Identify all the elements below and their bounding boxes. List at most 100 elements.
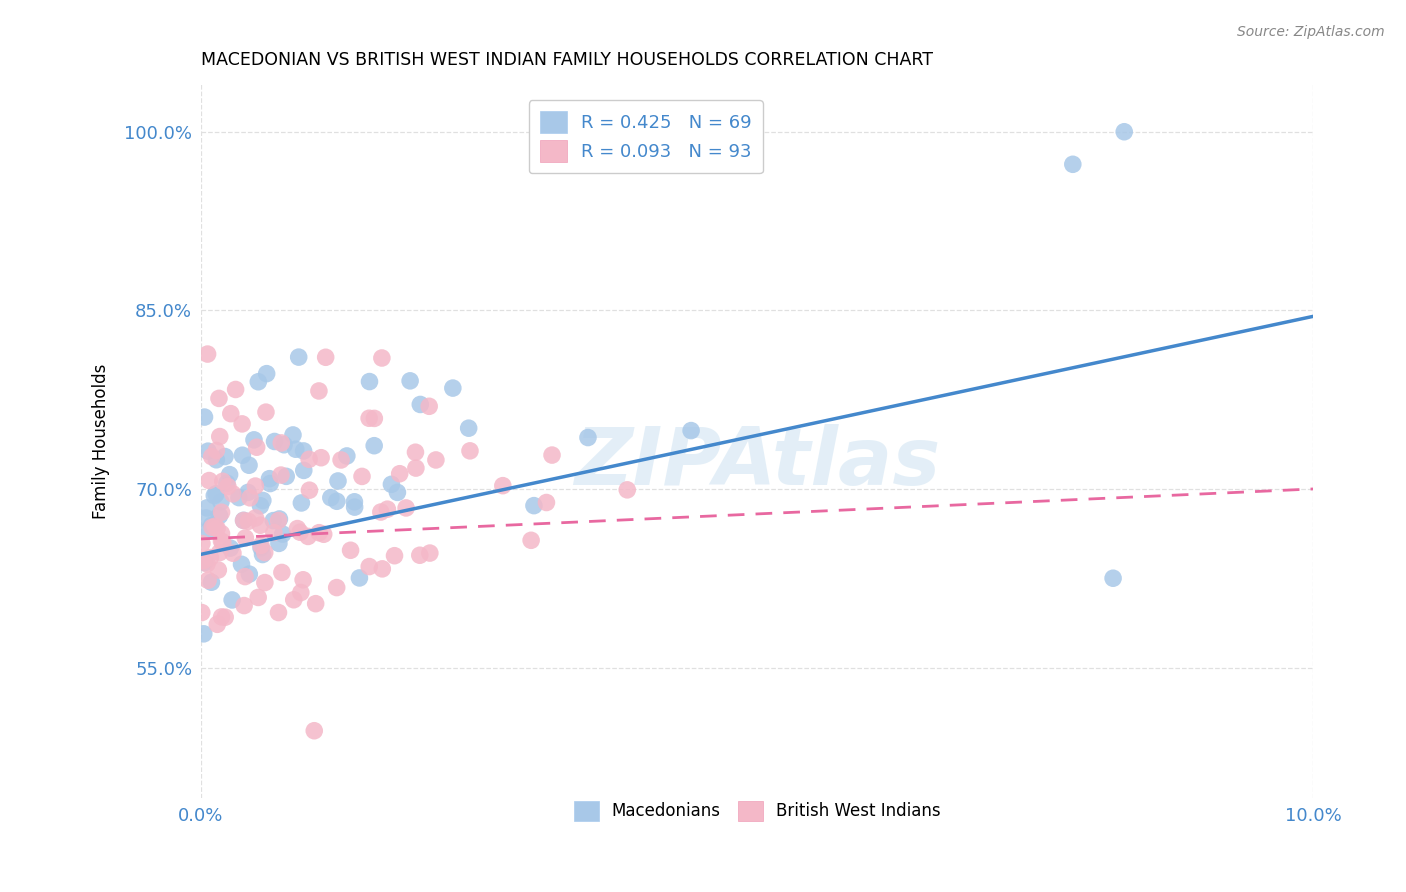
Point (249, 518, 271, 533)
Point (263, 525, 285, 540)
Point (195, 500, 218, 515)
Point (267, 514, 290, 528)
Point (276, 469, 298, 483)
Point (243, 433, 266, 447)
Point (225, 383, 247, 397)
Point (267, 606, 290, 620)
Point (458, 443, 481, 458)
Point (371, 562, 394, 576)
Point (247, 375, 270, 389)
Point (287, 522, 309, 536)
Point (1062, 157, 1084, 171)
Point (330, 453, 353, 467)
Point (270, 436, 292, 450)
Point (245, 511, 267, 525)
Point (315, 351, 337, 365)
Point (191, 606, 214, 620)
Point (207, 617, 229, 632)
Point (287, 350, 309, 364)
Point (200, 575, 222, 590)
Point (336, 449, 359, 463)
Point (207, 563, 229, 577)
Point (198, 474, 221, 488)
Point (359, 375, 381, 389)
Point (441, 381, 464, 395)
Point (201, 520, 224, 534)
Point (270, 468, 292, 483)
Point (273, 438, 295, 452)
Point (219, 541, 242, 555)
Point (239, 491, 262, 505)
Point (312, 527, 335, 541)
Point (259, 472, 281, 486)
Point (231, 448, 253, 462)
Y-axis label: Family Households: Family Households (93, 364, 110, 519)
Point (211, 535, 233, 549)
Point (305, 597, 328, 611)
Point (208, 392, 231, 406)
Point (343, 495, 366, 509)
Point (319, 491, 342, 505)
Point (254, 405, 277, 419)
Point (228, 491, 250, 505)
Point (222, 546, 245, 560)
Point (384, 549, 406, 563)
Point (388, 467, 411, 481)
Point (253, 545, 276, 559)
Point (231, 558, 253, 572)
Point (419, 546, 441, 560)
Point (308, 384, 330, 398)
Point (221, 593, 243, 607)
Point (281, 428, 304, 442)
Text: ZIPAtlas: ZIPAtlas (574, 424, 941, 501)
Point (363, 439, 385, 453)
Point (208, 508, 231, 523)
Point (284, 442, 307, 457)
Point (208, 429, 231, 443)
Point (363, 411, 385, 425)
Point (214, 450, 236, 464)
Point (681, 424, 703, 438)
Point (405, 461, 427, 475)
Point (231, 417, 253, 431)
Point (270, 566, 292, 580)
Point (252, 493, 274, 508)
Point (256, 367, 278, 381)
Point (205, 487, 228, 501)
Point (269, 512, 291, 526)
Point (235, 531, 257, 545)
Point (197, 347, 219, 361)
Point (359, 411, 381, 425)
Point (263, 434, 285, 449)
Point (292, 573, 315, 587)
Point (211, 505, 233, 519)
Point (250, 538, 273, 552)
Point (205, 521, 228, 535)
Point (205, 443, 228, 458)
Point (298, 452, 321, 467)
Point (200, 550, 222, 565)
Point (350, 469, 373, 483)
Point (339, 543, 361, 558)
Point (425, 453, 447, 467)
Point (193, 553, 215, 567)
Point (326, 494, 349, 508)
Point (409, 397, 432, 411)
Point (380, 477, 402, 491)
Point (290, 585, 312, 599)
Point (292, 444, 315, 458)
Legend: Macedonians, British West Indians: Macedonians, British West Indians (565, 792, 949, 830)
Point (309, 450, 332, 465)
Point (370, 505, 392, 519)
Point (211, 526, 233, 541)
Point (219, 407, 242, 421)
Point (343, 500, 366, 515)
Point (215, 476, 238, 491)
Point (253, 575, 276, 590)
Point (492, 478, 515, 492)
Point (267, 536, 290, 550)
Point (288, 525, 311, 540)
Point (418, 399, 440, 413)
Point (359, 559, 381, 574)
Point (204, 519, 226, 533)
